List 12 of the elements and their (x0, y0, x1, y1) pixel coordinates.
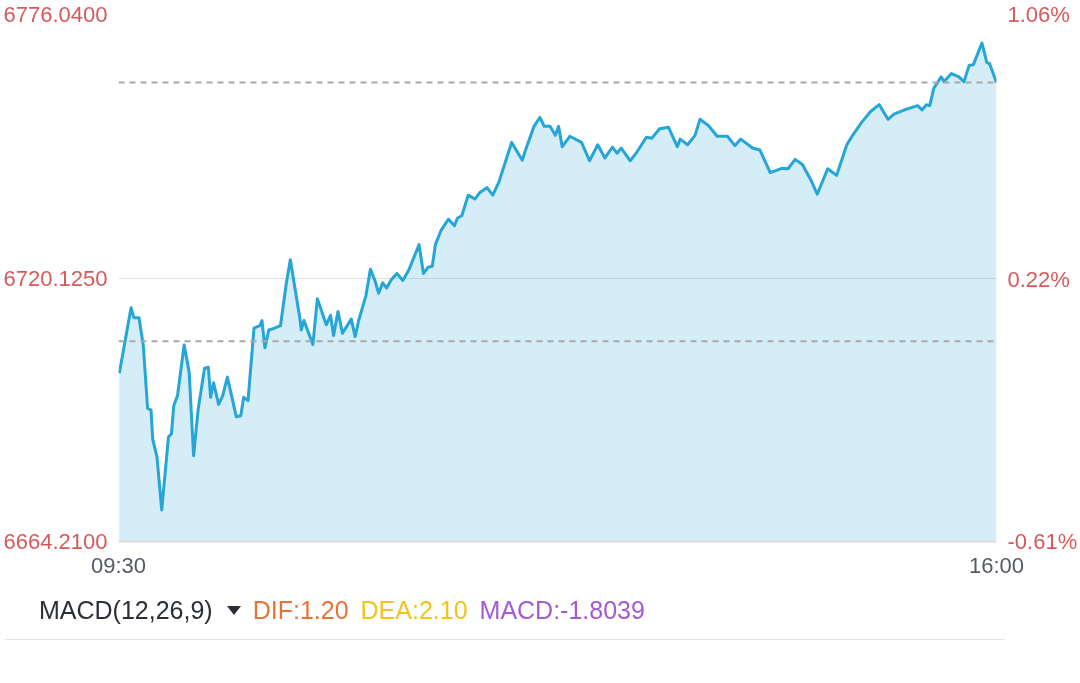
x-tick-label: 09:30 (90, 552, 147, 578)
y-tick-label: 6776.0400 (3, 2, 108, 27)
y-tick-label: 6720.1250 (3, 265, 108, 291)
x-tick-label: 16:00 (968, 552, 1025, 578)
y2-tick-label: 1.06% (1007, 2, 1070, 27)
y2-tick-label: 0.22% (1007, 267, 1070, 293)
text: DEA:2.10 (360, 596, 468, 624)
y2-tick-label: -0.61% (1007, 529, 1078, 554)
text: MACD(12,26,9) (39, 596, 213, 624)
text: MACD:-1.8039 (479, 596, 645, 624)
y-tick-label: 6664.2100 (3, 529, 108, 554)
text: DIF:1.20 (252, 596, 349, 624)
